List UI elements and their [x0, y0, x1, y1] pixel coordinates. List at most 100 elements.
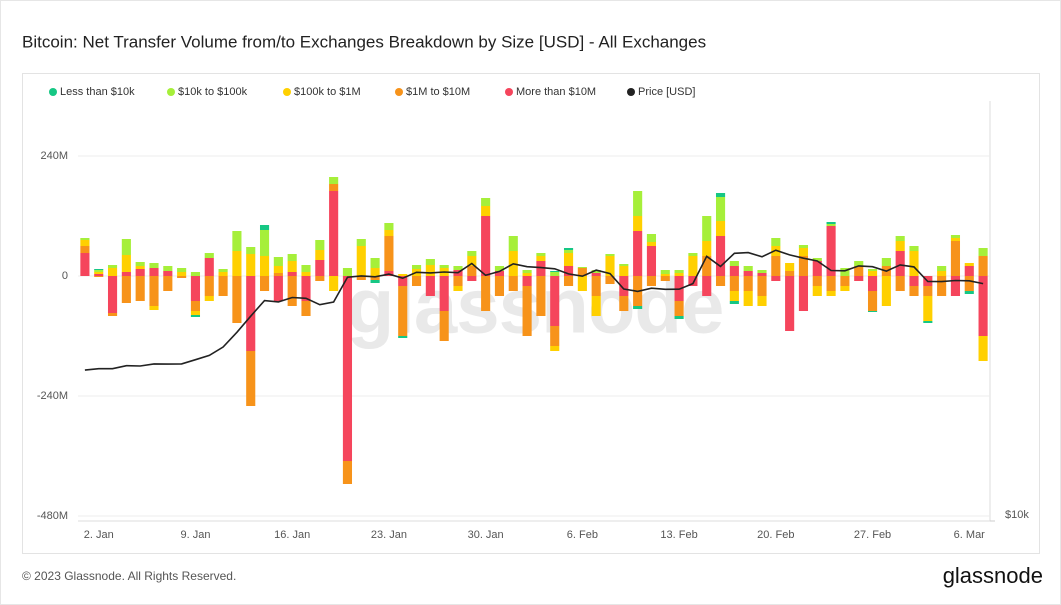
- bar-segment: [522, 270, 532, 273]
- bar-segment: [550, 271, 560, 272]
- bar-segment: [398, 276, 408, 286]
- bar-segment: [619, 266, 629, 276]
- bar-segment: [439, 265, 449, 268]
- bar-segment: [563, 250, 574, 253]
- bar-segment: [439, 276, 449, 311]
- bar-segment: [674, 270, 684, 273]
- bar-segment: [771, 256, 781, 276]
- bar-segment: [107, 276, 118, 313]
- bar-segment: [909, 276, 919, 286]
- bar-segment: [163, 271, 173, 276]
- bar-segment: [370, 268, 380, 276]
- bar-segment: [702, 276, 712, 296]
- bar-segment: [605, 276, 615, 284]
- bar-segment: [923, 286, 933, 296]
- bar-segment: [895, 241, 905, 251]
- bar-segment: [826, 291, 836, 296]
- bar-segment: [923, 296, 933, 321]
- bar-segment: [121, 272, 131, 276]
- bar-segment: [743, 271, 753, 276]
- bar-segment: [149, 306, 159, 310]
- bar-segment: [812, 286, 822, 296]
- bar-segment: [826, 224, 836, 226]
- bar-segment: [840, 286, 850, 291]
- bar-segment: [384, 223, 394, 230]
- bar-segment: [107, 268, 118, 276]
- bar-segment: [812, 261, 822, 276]
- bar-segment: [702, 256, 712, 276]
- bar-segment: [356, 239, 366, 246]
- bar-segment: [950, 235, 961, 238]
- bar-segment: [301, 265, 311, 272]
- bar-segment: [950, 276, 961, 296]
- bar-segment: [812, 276, 822, 286]
- bar-segment: [522, 273, 532, 276]
- bar-segment: [633, 216, 643, 231]
- bar-segment: [826, 276, 836, 291]
- bar-segment: [259, 256, 270, 276]
- bar-segment: [771, 238, 781, 246]
- bar-segment: [840, 268, 850, 276]
- bar-segment: [508, 236, 518, 251]
- bar-segment: [563, 248, 574, 250]
- bar-segment: [978, 256, 988, 276]
- bar-segment: [937, 271, 947, 276]
- x-tick-label: 27. Feb: [854, 529, 891, 541]
- bar-segment: [895, 236, 905, 241]
- bar-segment: [80, 240, 90, 246]
- bar-segment: [854, 276, 864, 281]
- bar-segment: [881, 258, 891, 266]
- bar-segment: [425, 265, 435, 276]
- bar-segment: [411, 265, 422, 269]
- bar-segment: [633, 231, 643, 276]
- bar-segment: [467, 256, 477, 266]
- bar-segment: [94, 274, 104, 276]
- bar-segment: [785, 271, 795, 276]
- bar-segment: [149, 268, 159, 276]
- bar-segment: [577, 267, 587, 268]
- bar-segment: [923, 321, 933, 323]
- bar-segment: [481, 216, 491, 276]
- x-tick-label: 30. Jan: [468, 529, 504, 541]
- bar-segment: [259, 276, 270, 291]
- bar-segment: [688, 276, 698, 286]
- bar-segment: [467, 266, 477, 276]
- bar-segment: [315, 276, 325, 281]
- bar-segment: [384, 230, 394, 236]
- bar-segment: [80, 246, 90, 253]
- bar-segment: [605, 254, 615, 256]
- bar-segment: [246, 276, 256, 351]
- bar-segment: [356, 276, 366, 280]
- bar-segment: [232, 276, 242, 323]
- bar-segment: [121, 255, 131, 272]
- x-tick-label: 16. Jan: [274, 529, 310, 541]
- bar-segment: [909, 286, 919, 296]
- bar-segment: [785, 276, 795, 331]
- bar-segment: [964, 276, 974, 291]
- bar-segment: [163, 266, 173, 271]
- bar-segment: [273, 276, 283, 301]
- bar-segment: [218, 272, 228, 276]
- bar-segment: [425, 259, 435, 265]
- bar-segment: [757, 270, 767, 273]
- bar-segment: [121, 239, 131, 255]
- bar-segment: [867, 269, 878, 271]
- bar-segment: [909, 251, 919, 276]
- bar-segment: [94, 269, 104, 270]
- bar-segment: [80, 238, 90, 240]
- bar-segment: [411, 276, 422, 286]
- logo: glassnode: [943, 563, 1043, 588]
- bar-segment: [287, 254, 297, 261]
- bar-segment: [619, 264, 629, 266]
- bar-segment: [702, 216, 712, 241]
- bar-segment: [729, 291, 739, 301]
- bar-segment: [577, 276, 587, 291]
- bar-segment: [674, 301, 684, 316]
- bar-segment: [315, 250, 325, 260]
- bar-segment: [743, 291, 753, 306]
- bar-segment: [591, 270, 601, 273]
- bar-segment: [425, 276, 435, 296]
- bar-segment: [867, 311, 878, 312]
- bar-segment: [94, 276, 104, 277]
- bar-segment: [646, 246, 657, 276]
